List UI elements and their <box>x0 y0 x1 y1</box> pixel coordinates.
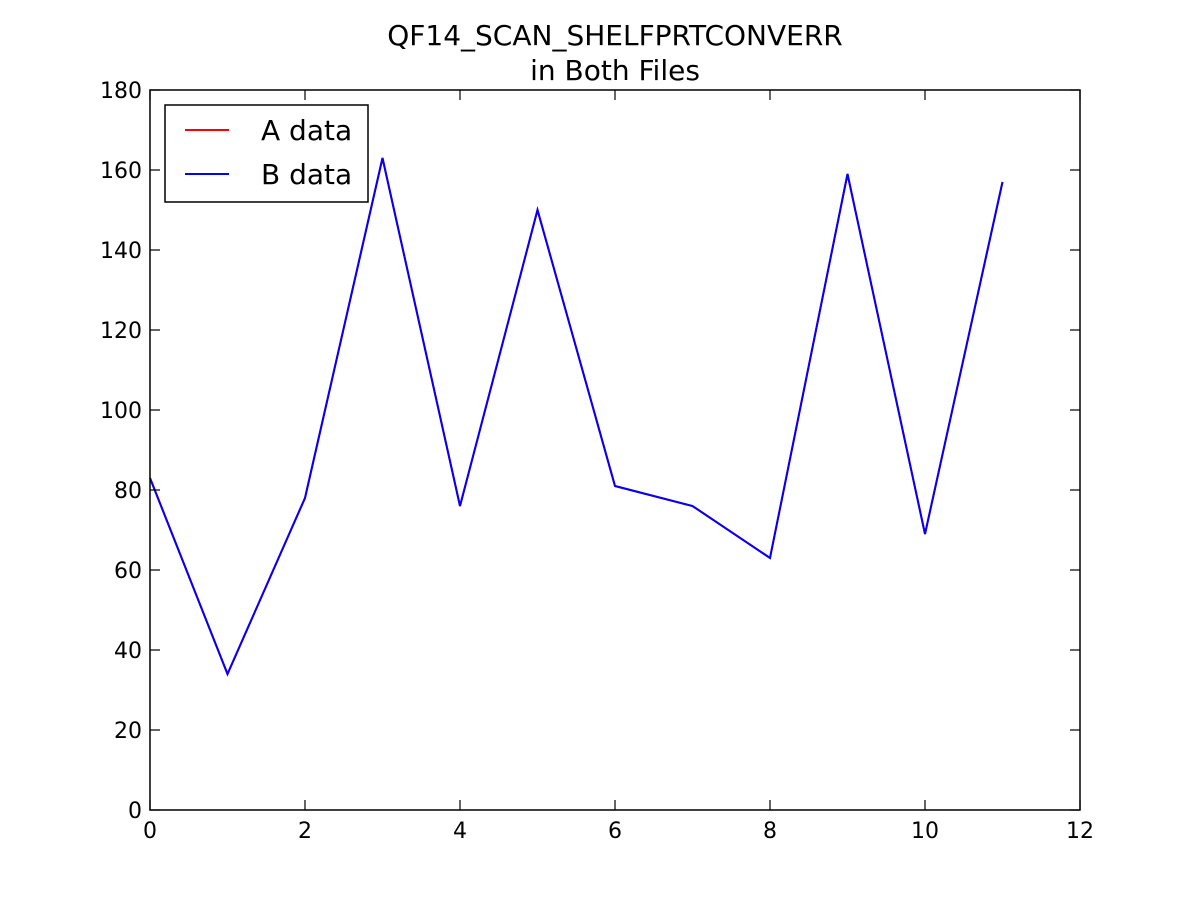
y-tick-label: 60 <box>114 559 142 584</box>
y-tick-label: 40 <box>114 639 142 664</box>
legend-label-a-data: A data <box>261 114 352 147</box>
y-tick-label: 20 <box>114 719 142 744</box>
legend: A data B data <box>164 104 369 203</box>
chart-title-line-2: in Both Files <box>530 54 700 87</box>
series-layer <box>149 157 1004 677</box>
y-tick-label: 120 <box>100 319 142 344</box>
plot-area-frame <box>149 89 1081 811</box>
y-tick-label: 80 <box>114 479 142 504</box>
legend-label-b-data: B data <box>261 158 352 191</box>
x-tick-label: 4 <box>453 819 467 844</box>
y-tick-label: 180 <box>100 79 142 104</box>
x-tick-label: 6 <box>608 819 622 844</box>
legend-box <box>164 104 369 203</box>
x-tick-label: 0 <box>143 819 157 844</box>
x-tick-label: 8 <box>763 819 777 844</box>
y-tick-label: 160 <box>100 159 142 184</box>
y-tick-label: 0 <box>128 799 142 824</box>
x-tick-label: 2 <box>298 819 312 844</box>
series-line-b-data <box>149 157 1004 677</box>
x-tick-label: 12 <box>1066 819 1094 844</box>
y-tick-label: 100 <box>100 399 142 424</box>
x-tick-label: 10 <box>911 819 939 844</box>
chart-title-line-1: QF14_SCAN_SHELFPRTCONVERR <box>387 19 842 52</box>
y-tick-label: 140 <box>100 239 142 264</box>
